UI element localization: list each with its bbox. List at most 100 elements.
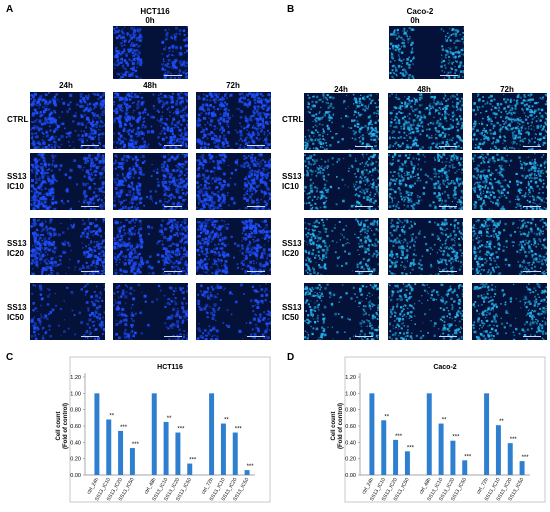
microscopy-texture: [389, 27, 464, 79]
hct116-micrograph: [196, 92, 271, 149]
row-label-line2: IC50: [7, 313, 24, 322]
caco2-y-label: Cell count: [331, 411, 337, 440]
hct116-micrograph: [30, 283, 105, 340]
hct116-micrograph: [30, 92, 105, 149]
caco2-significance-label: ***: [522, 455, 530, 461]
microscopy-texture: [196, 218, 271, 275]
hct116-row-ctrl: CTRL: [7, 115, 28, 125]
microscopy-texture: [113, 26, 188, 79]
hct116-micrograph: [113, 92, 188, 149]
microscopy-texture: [472, 93, 547, 150]
microscopy-texture: [113, 92, 188, 149]
hct116-y-tick-label: 0.20: [70, 457, 81, 463]
hct116-bar: [94, 393, 100, 475]
hct116-y-tick-label: 0.00: [70, 473, 81, 479]
caco2-bar: [484, 393, 490, 475]
row-label-line2: IC10: [282, 182, 299, 191]
caco2-micrograph: [304, 153, 379, 210]
hct116-significance-label: ***: [247, 464, 255, 470]
hct116-bar: [106, 419, 112, 475]
row-label-line1: SS13: [282, 239, 302, 248]
caco2-micrograph: [388, 283, 463, 340]
caco2-significance-label: ***: [395, 434, 403, 440]
hct116-row-ic20: SS13 IC20: [7, 239, 27, 259]
caco2-micrograph: [472, 153, 547, 210]
microscopy-texture: [113, 153, 188, 210]
row-label-line1: SS13: [282, 303, 302, 312]
caco2-bar: [369, 393, 375, 475]
hct116-y-tick-label: 0.40: [70, 440, 81, 446]
caco2-bar: [450, 440, 456, 475]
hct116-micrograph: [196, 283, 271, 340]
hct116-significance-label: ***: [120, 425, 128, 431]
caco2-title: Caco-2: [406, 7, 434, 16]
hct116-significance-label: **: [224, 418, 229, 424]
hct116-micrograph: [113, 218, 188, 275]
caco2-time-72h: 72h: [500, 85, 514, 94]
hct116-bar: [209, 393, 215, 475]
hct116-0h-label: 0h: [145, 16, 155, 25]
microscopy-texture: [30, 218, 105, 275]
caco2-micrograph: [388, 218, 463, 275]
caco2-y-tick-label: 0.80: [345, 408, 356, 414]
hct116-y-tick-label: 0.80: [70, 408, 81, 414]
hct116-significance-label: ***: [189, 458, 197, 464]
caco2-row-ic50: SS13 IC50: [282, 303, 302, 323]
chart-hct116: HCT116 0.00 0.20 0.40 0.60 0.80 1.00 1.20 Cell c…: [56, 356, 271, 503]
hct116-bar: [163, 421, 169, 475]
row-label-line2: IC20: [282, 249, 299, 258]
caco2-micrograph: [388, 153, 463, 210]
hct116-y-tick-label: 0.60: [70, 424, 81, 430]
microscopy-texture: [196, 283, 271, 340]
hct116-bar: [175, 432, 181, 475]
hct116-y-tick-label: 1.00: [70, 391, 81, 397]
hct116-chart-title: HCT116: [157, 364, 183, 371]
hct116-y-label: Cell count: [56, 411, 62, 440]
microscopy-texture: [388, 93, 463, 150]
caco2-significance-label: **: [442, 418, 447, 424]
hct116-chart-frame: [69, 356, 271, 503]
chart-caco2: Caco-2 0.00 0.20 0.40 0.60 0.80 1.00 1.20 Cell c…: [331, 356, 546, 503]
hct116-bar: [129, 448, 135, 475]
hct116-significance-label: **: [167, 416, 172, 422]
hct116-row-ic50: SS13 IC50: [7, 303, 27, 323]
caco2-significance-label: ***: [510, 437, 518, 443]
row-label-line1: SS13: [282, 172, 302, 181]
hct116-time-24h: 24h: [59, 81, 73, 90]
caco2-chart-title: Caco-2: [433, 364, 456, 371]
microscopy-texture: [30, 92, 105, 149]
hct116-time-72h: 72h: [226, 81, 240, 90]
caco2-bar: [426, 393, 432, 475]
row-label-line1: SS13: [7, 303, 27, 312]
hct116-bar: [151, 393, 157, 475]
row-label-line1: CTRL: [282, 115, 304, 124]
caco2-bar: [462, 460, 468, 475]
caco2-y-tick-label: 0.40: [345, 440, 356, 446]
caco2-micrograph: [304, 93, 379, 150]
microscopy-texture: [113, 218, 188, 275]
caco2-micrograph: [472, 93, 547, 150]
caco2-bar: [519, 461, 525, 475]
caco2-bar: [495, 425, 501, 475]
caco2-bar: [381, 420, 387, 475]
caco2-bar: [438, 423, 444, 475]
microscopy-texture: [388, 218, 463, 275]
hct116-micrograph: [113, 283, 188, 340]
hct116-significance-label: ***: [177, 427, 185, 433]
caco2-significance-label: ***: [464, 454, 472, 460]
panel-letter-d: D: [287, 352, 295, 363]
row-label-line1: CTRL: [7, 115, 29, 124]
caco2-y-tick-label: 0.00: [345, 473, 356, 479]
hct116-micrograph: [196, 153, 271, 210]
hct116-bar: [118, 430, 124, 475]
microscopy-texture: [304, 93, 379, 150]
hct116-row-ic10: SS13 IC10: [7, 172, 27, 192]
microscopy-texture: [304, 283, 379, 340]
caco2-bar: [507, 443, 513, 475]
caco2-micrograph: [472, 283, 547, 340]
caco2-micrograph: [304, 218, 379, 275]
microscopy-texture: [304, 218, 379, 275]
hct116-bar: [220, 423, 226, 475]
microscopy-texture: [113, 283, 188, 340]
microscopy-texture: [304, 153, 379, 210]
